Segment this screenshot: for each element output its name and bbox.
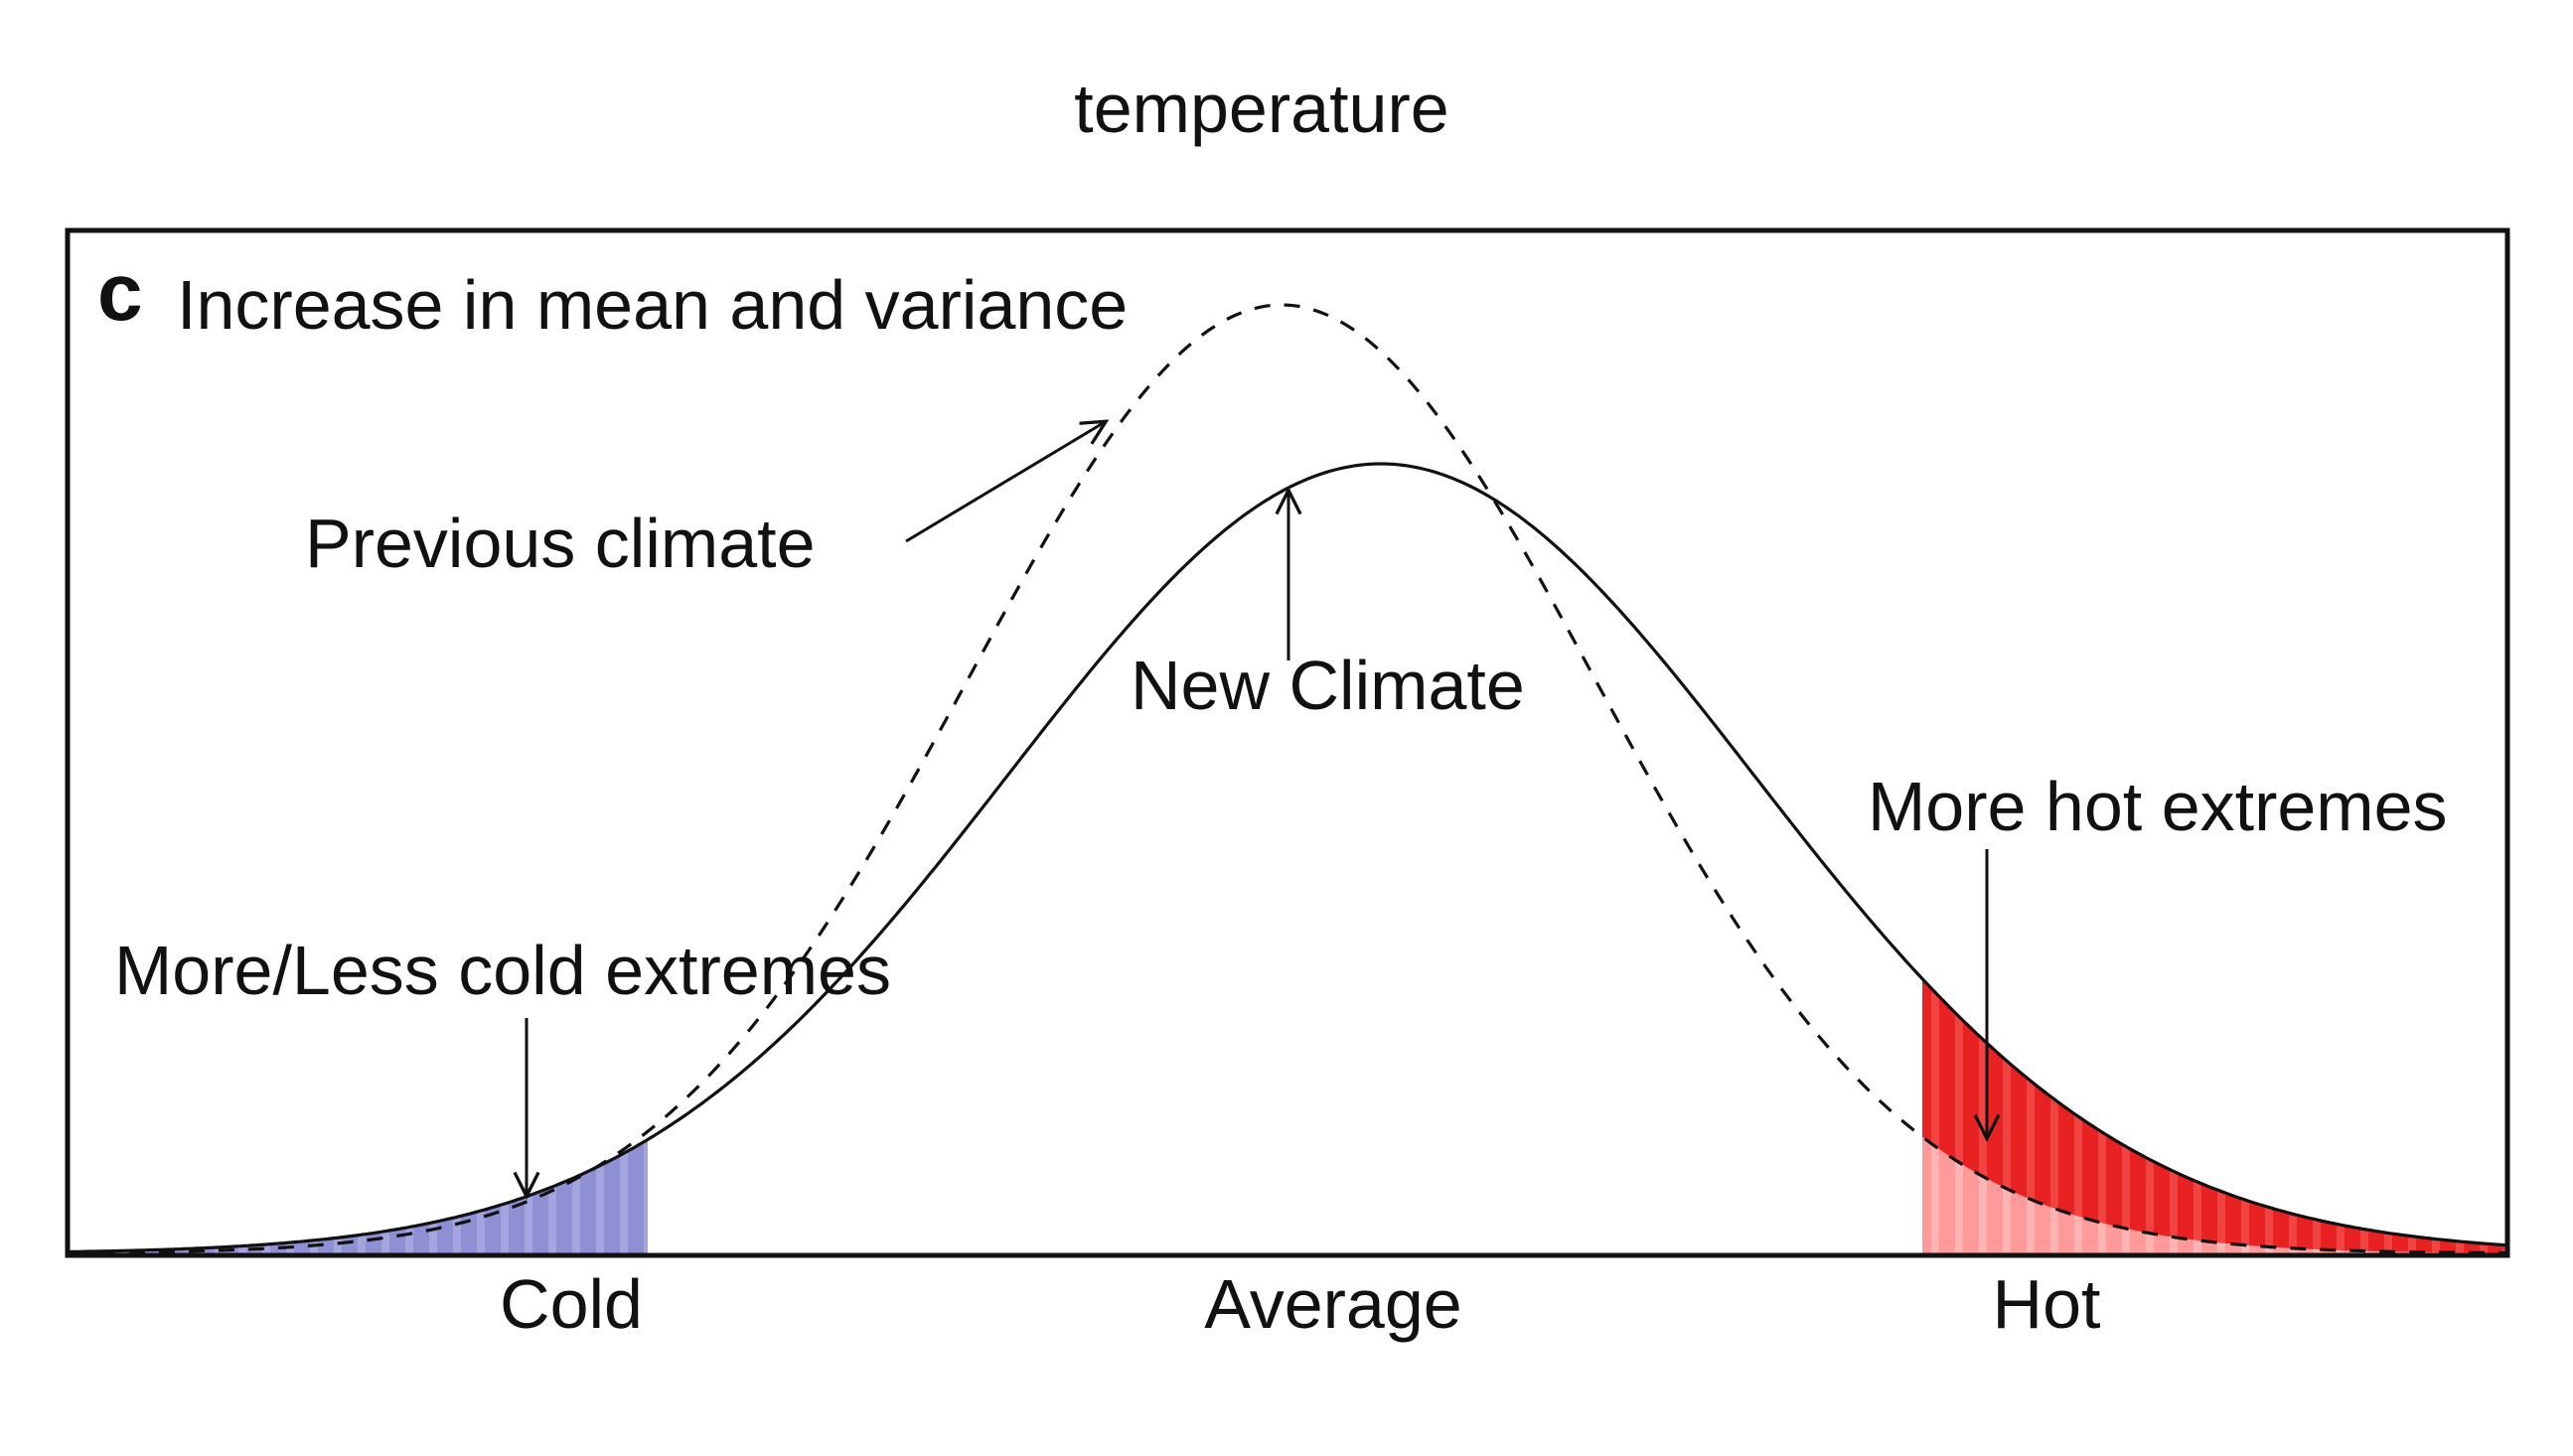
panel-letter: c [97,247,143,338]
cold-tail-fill [70,1139,648,1253]
previous-climate-arrow [905,422,1105,543]
previous-climate-curve [69,303,2505,1255]
hot-extremes-label: More hot extremes [1868,768,2448,845]
previous-climate-label: Previous climate [305,505,816,582]
cold-extremes-label: More/Less cold extremes [114,932,891,1009]
plot-frame [65,227,2510,1258]
axis-label-cold: Cold [500,1265,643,1343]
panel-title: Increase in mean and variance [177,266,1128,344]
axis-label-average: Average [1204,1265,1461,1343]
axis-label-hot: Hot [1993,1265,2101,1343]
new-climate-label: New Climate [1131,647,1525,724]
top-label: temperature [1074,70,1448,147]
hot-tail-fill-previous-climate [1922,1136,2505,1253]
hot-tail-fill-new-climate [1922,978,2505,1253]
